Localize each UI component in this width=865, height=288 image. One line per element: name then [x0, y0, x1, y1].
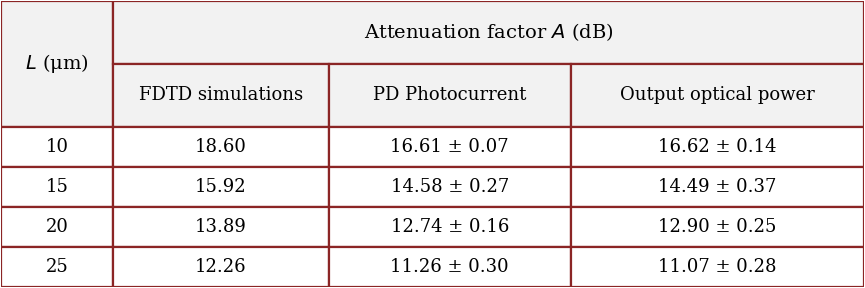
Bar	[1, 167, 113, 207]
Bar	[571, 64, 864, 127]
Bar	[571, 247, 864, 287]
Text: 11.26 ± 0.30: 11.26 ± 0.30	[390, 258, 509, 276]
Text: 12.26: 12.26	[195, 258, 247, 276]
Text: 12.90 ± 0.25: 12.90 ± 0.25	[658, 218, 777, 236]
Bar	[329, 207, 571, 247]
Text: FDTD simulations: FDTD simulations	[139, 86, 303, 104]
Text: 11.07 ± 0.28: 11.07 ± 0.28	[658, 258, 777, 276]
Bar	[113, 64, 329, 127]
Bar	[329, 127, 571, 167]
Text: Attenuation factor $A$ (dB): Attenuation factor $A$ (dB)	[364, 21, 613, 43]
Text: 15: 15	[45, 178, 68, 196]
Text: 13.89: 13.89	[195, 218, 247, 236]
Text: 16.61 ± 0.07: 16.61 ± 0.07	[390, 138, 509, 156]
Bar	[1, 1, 113, 127]
Bar	[113, 207, 329, 247]
Text: 15.92: 15.92	[195, 178, 247, 196]
Text: $L$ (μm): $L$ (μm)	[25, 52, 89, 75]
Bar	[329, 64, 571, 127]
Text: 12.74 ± 0.16: 12.74 ± 0.16	[391, 218, 509, 236]
Bar	[113, 247, 329, 287]
Bar	[113, 1, 864, 64]
Bar	[1, 127, 113, 167]
Text: PD Photocurrent: PD Photocurrent	[373, 86, 527, 104]
Text: 16.62 ± 0.14: 16.62 ± 0.14	[658, 138, 777, 156]
Text: 20: 20	[45, 218, 68, 236]
Bar	[571, 207, 864, 247]
Bar	[113, 127, 329, 167]
Text: Output optical power: Output optical power	[620, 86, 815, 104]
Text: 14.49 ± 0.37: 14.49 ± 0.37	[658, 178, 777, 196]
Text: 14.58 ± 0.27: 14.58 ± 0.27	[391, 178, 509, 196]
Bar	[1, 207, 113, 247]
Bar	[329, 167, 571, 207]
Text: 25: 25	[46, 258, 68, 276]
Bar	[1, 247, 113, 287]
Bar	[113, 167, 329, 207]
Text: 18.60: 18.60	[195, 138, 247, 156]
Bar	[329, 247, 571, 287]
Bar	[571, 167, 864, 207]
Bar	[571, 127, 864, 167]
Text: 10: 10	[45, 138, 68, 156]
